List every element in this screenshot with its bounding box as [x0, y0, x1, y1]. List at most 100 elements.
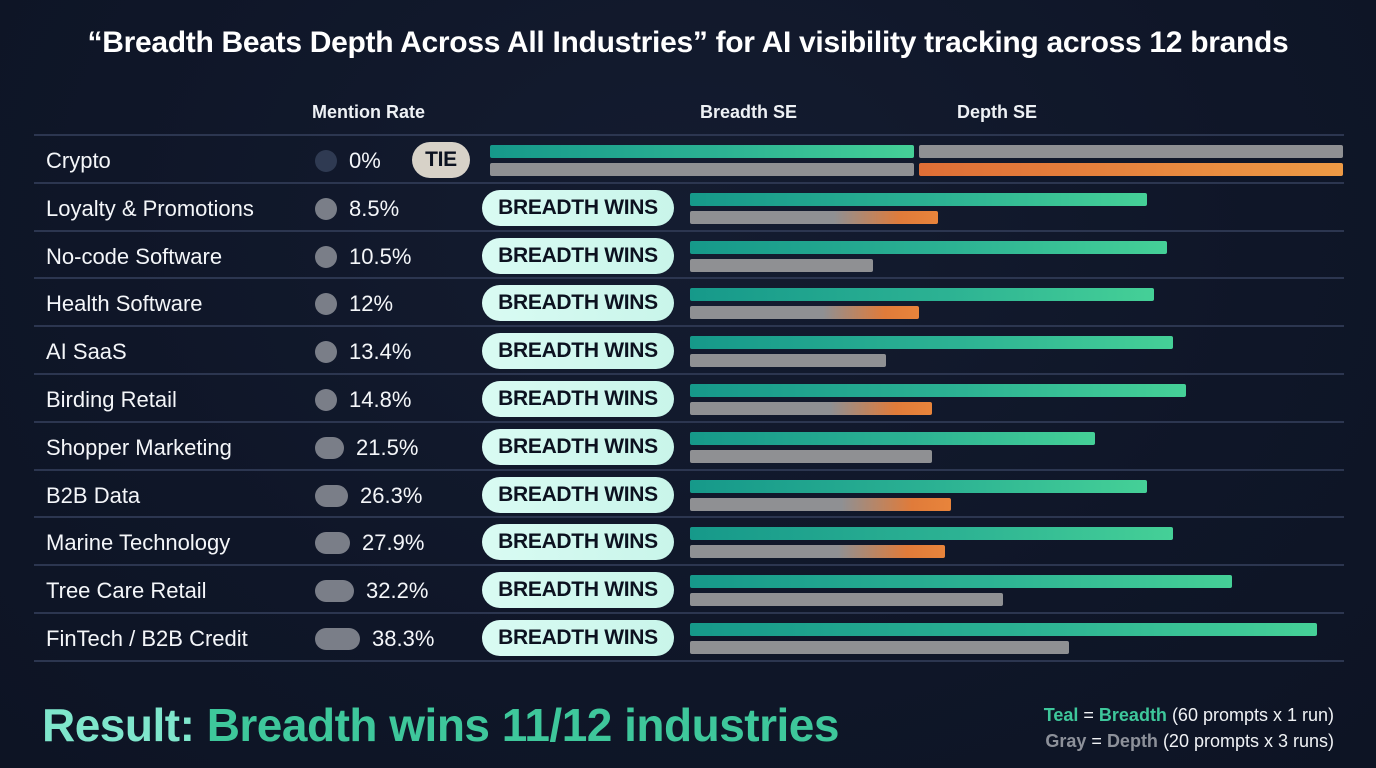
mention-rate-indicator — [315, 388, 337, 411]
legend-series-name: Depth — [1106, 731, 1158, 751]
breadth-bar — [690, 383, 1186, 397]
mention-rate-indicator — [315, 484, 348, 507]
mention-rate-value: 14.8% — [349, 386, 412, 412]
depth-compare-bar — [919, 145, 1343, 158]
table-row: Marine Technology 27.9% BREADTH WINS — [34, 518, 1344, 567]
industry-label: No-code Software — [46, 243, 223, 269]
industry-label: Crypto — [46, 148, 111, 173]
breadth-bar — [690, 431, 1095, 445]
table-row: Tree Care Retail 32.2% BREADTH WINS — [34, 566, 1344, 614]
breadth-wins-badge: BREADTH WINS — [482, 524, 674, 561]
industry-table: Crypto 0% TIE Loyalty & Promotions 8.5% BREAD… — [34, 134, 1344, 662]
breadth-bar — [690, 479, 1147, 493]
legend-series-name: Breadth — [1098, 705, 1167, 725]
industry-label: FinTech / B2B Credit — [46, 625, 248, 651]
depth-bar — [690, 593, 1003, 607]
chart-title: “Breadth Beats Depth Across All Industri… — [87, 26, 1289, 59]
depth-bar — [690, 401, 932, 415]
breadth-wins-badge: BREADTH WINS — [482, 380, 674, 417]
legend-eq: = — [1078, 705, 1099, 725]
mention-rate-indicator — [315, 532, 350, 555]
breadth-compare-bar — [490, 163, 914, 176]
mention-rate-value: 21.5% — [356, 434, 419, 460]
breadth-wins-badge: BREADTH WINS — [482, 572, 674, 609]
industry-label: B2B Data — [46, 482, 141, 508]
table-row: Shopper Marketing 21.5% BREADTH WINS — [34, 423, 1344, 471]
depth-bar — [919, 163, 1343, 176]
mention-rate-value: 27.9% — [362, 530, 425, 556]
column-header-depth-se: Depth SE — [957, 102, 1038, 122]
legend-item-depth: Gray = Depth (20 prompts x 3 runs) — [1044, 728, 1334, 754]
table-row: AI SaaS 13.4% BREADTH WINS — [34, 327, 1344, 375]
depth-bar — [690, 258, 873, 272]
breadth-bar — [490, 145, 914, 158]
industry-label: Tree Care Retail — [46, 578, 207, 604]
depth-bar — [690, 354, 886, 368]
breadth-wins-badge: BREADTH WINS — [482, 428, 674, 465]
breadth-wins-badge: BREADTH WINS — [482, 189, 674, 226]
industry-label: Loyalty & Promotions — [46, 195, 254, 221]
depth-bar — [690, 545, 945, 559]
breadth-bar — [690, 575, 1232, 589]
table-row: B2B Data 26.3% BREADTH WINS — [34, 471, 1344, 519]
legend: Teal = Breadth (60 prompts x 1 run) Gray… — [1044, 702, 1334, 754]
tie-badge: TIE — [412, 142, 470, 178]
mention-rate-value: 32.2% — [366, 578, 429, 604]
breadth-wins-badge: BREADTH WINS — [482, 285, 674, 322]
breadth-bar — [690, 240, 1167, 254]
breadth-wins-badge: BREADTH WINS — [482, 619, 674, 656]
mention-rate-indicator — [315, 293, 337, 316]
depth-bar — [690, 306, 919, 320]
legend-eq: = — [1086, 731, 1107, 751]
table-row: Birding Retail 14.8% BREADTH WINS — [34, 375, 1344, 423]
industry-label: Shopper Marketing — [46, 434, 232, 460]
table-row: FinTech / B2B Credit 38.3% BREADTH WINS — [34, 614, 1344, 662]
table-row: Health Software 12% BREADTH WINS — [34, 279, 1344, 328]
table-row: No-code Software 10.5% BREADTH WINS — [34, 232, 1344, 280]
table-row: Loyalty & Promotions 8.5% BREADTH WINS — [34, 184, 1344, 232]
column-header-mention-rate: Mention Rate — [312, 102, 426, 122]
mention-rate-value: 13.4% — [349, 339, 412, 365]
result-prefix: Result: — [42, 699, 195, 751]
mention-rate-indicator — [315, 341, 337, 364]
legend-color-word: Gray — [1045, 731, 1087, 751]
mention-rate-value: 38.3% — [372, 625, 435, 651]
depth-bar — [690, 640, 1069, 654]
mention-rate-value: 8.5% — [349, 195, 400, 221]
industry-label: Health Software — [46, 291, 203, 317]
breadth-wins-badge: BREADTH WINS — [482, 333, 674, 370]
breadth-bar — [690, 527, 1173, 541]
breadth-bar — [690, 288, 1154, 302]
legend-color-word: Teal — [1043, 705, 1079, 725]
mention-rate-value: 12% — [349, 291, 394, 317]
table-row: Crypto 0% TIE — [34, 136, 1344, 184]
legend-detail: (20 prompts x 3 runs) — [1157, 731, 1334, 751]
industry-label: AI SaaS — [46, 339, 127, 365]
legend-item-breadth: Teal = Breadth (60 prompts x 1 run) — [1044, 702, 1334, 728]
column-header-breadth-se: Breadth SE — [700, 102, 798, 122]
mention-rate-value: 0% — [349, 148, 381, 173]
industry-label: Birding Retail — [46, 386, 177, 412]
mention-rate-indicator — [315, 150, 337, 172]
mention-rate-indicator — [315, 436, 344, 459]
breadth-bar — [690, 622, 1317, 636]
depth-bar — [690, 497, 951, 511]
mention-rate-indicator — [315, 245, 337, 268]
mention-rate-value: 10.5% — [349, 243, 412, 269]
mention-rate-value: 26.3% — [360, 482, 423, 508]
breadth-wins-badge: BREADTH WINS — [482, 476, 674, 513]
breadth-bar — [690, 192, 1147, 206]
depth-bar — [690, 210, 938, 224]
breadth-wins-badge: BREADTH WINS — [482, 237, 674, 274]
mention-rate-indicator — [315, 197, 337, 220]
industry-label: Marine Technology — [46, 530, 231, 556]
mention-rate-indicator — [315, 580, 354, 603]
result-text: Breadth wins 11/12 industries — [206, 699, 840, 751]
mention-rate-indicator — [315, 627, 360, 650]
breadth-bar — [690, 336, 1173, 350]
table-top-divider — [34, 134, 1344, 136]
depth-bar — [690, 449, 932, 463]
legend-detail: (60 prompts x 1 run) — [1166, 705, 1334, 725]
result-summary: Result: Breadth wins 11/12 industries — [42, 698, 839, 752]
